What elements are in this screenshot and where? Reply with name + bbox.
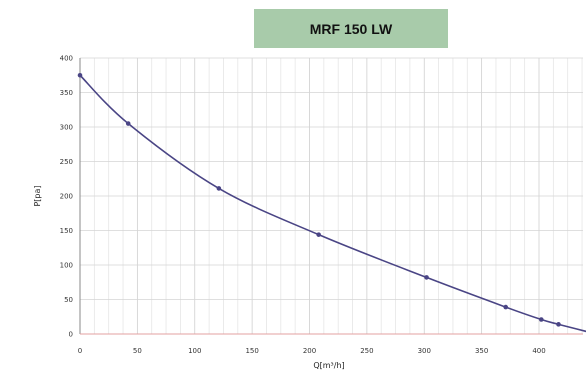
y-tick-labels: 0 50 100 150 200 250 300 350 400 bbox=[60, 55, 73, 339]
data-point bbox=[538, 317, 544, 322]
chart-title: MRF 150 LW bbox=[309, 20, 393, 37]
y-tick-label: 150 bbox=[60, 227, 73, 235]
series-line bbox=[79, 74, 586, 333]
data-point bbox=[316, 232, 321, 237]
x-axis-label: Q[m³/h] bbox=[313, 361, 344, 370]
plot-area bbox=[77, 72, 586, 333]
y-tick-label: 350 bbox=[60, 89, 73, 97]
y-tick-label: 50 bbox=[64, 296, 73, 304]
chart-grid bbox=[79, 57, 583, 335]
y-tick-label: 200 bbox=[60, 193, 73, 201]
x-tick-labels: 0 50 100 150 200 250 300 350 400 bbox=[78, 347, 546, 355]
y-tick-label: 300 bbox=[60, 124, 73, 132]
data-point bbox=[216, 186, 222, 191]
x-tick-label: 150 bbox=[245, 347, 258, 355]
data-point bbox=[424, 275, 429, 280]
y-tick-label: 400 bbox=[60, 55, 73, 63]
y-tick-label: 250 bbox=[60, 158, 73, 166]
x-tick-label: 200 bbox=[303, 347, 316, 355]
chart-title-box: MRF 150 LW bbox=[254, 9, 448, 48]
x-tick-label: 350 bbox=[475, 347, 488, 355]
chart-axes bbox=[79, 58, 583, 335]
x-tick-label: 250 bbox=[360, 347, 373, 355]
data-point bbox=[77, 72, 83, 78]
x-tick-label: 50 bbox=[133, 347, 142, 355]
data-point bbox=[503, 304, 509, 310]
x-tick-label: 0 bbox=[78, 347, 82, 355]
y-tick-label: 0 bbox=[69, 331, 73, 339]
data-point bbox=[556, 322, 561, 327]
data-point bbox=[125, 121, 131, 126]
x-tick-label: 100 bbox=[188, 347, 201, 355]
x-tick-label: 300 bbox=[418, 347, 431, 355]
y-tick-label: 100 bbox=[60, 262, 73, 270]
x-tick-label: 400 bbox=[532, 347, 545, 355]
y-axis-label: P[pa] bbox=[33, 185, 42, 206]
